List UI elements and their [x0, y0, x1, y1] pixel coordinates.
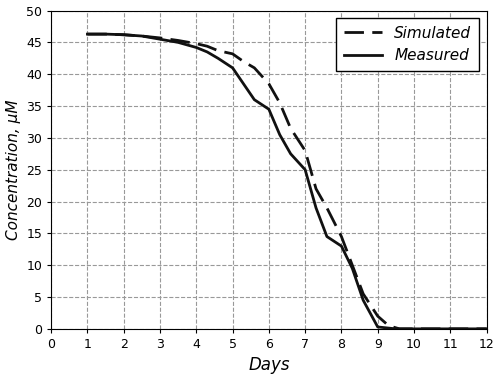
- Simulated: [411, 326, 417, 331]
- Simulated: [102, 32, 108, 36]
- Simulated: [396, 326, 402, 331]
- Measured: [393, 326, 399, 331]
- Simulated: [215, 48, 221, 53]
- Simulated: [139, 34, 145, 38]
- Line: Simulated: Simulated: [88, 34, 486, 329]
- Simulated: [204, 44, 210, 49]
- Simulated: [288, 126, 294, 131]
- Simulated: [84, 32, 90, 36]
- Measured: [338, 244, 344, 249]
- Simulated: [386, 323, 392, 328]
- Measured: [266, 107, 272, 111]
- Simulated: [194, 41, 200, 46]
- Measured: [411, 326, 417, 331]
- Measured: [120, 32, 126, 37]
- Measured: [230, 66, 235, 70]
- Measured: [448, 326, 454, 331]
- Measured: [157, 37, 163, 41]
- Simulated: [120, 32, 126, 37]
- Simulated: [360, 291, 366, 296]
- Measured: [204, 50, 210, 54]
- Measured: [374, 325, 380, 329]
- Simulated: [302, 148, 308, 153]
- Measured: [276, 132, 282, 137]
- Simulated: [266, 81, 272, 86]
- Y-axis label: Concentration, μM: Concentration, μM: [6, 100, 20, 240]
- Measured: [102, 32, 108, 36]
- Simulated: [374, 314, 380, 318]
- Measured: [324, 234, 330, 239]
- Line: Measured: Measured: [88, 34, 486, 329]
- Simulated: [484, 326, 490, 331]
- Measured: [175, 40, 181, 45]
- Measured: [215, 56, 221, 60]
- Measured: [360, 298, 366, 302]
- Measured: [313, 206, 319, 210]
- Measured: [288, 152, 294, 156]
- Simulated: [324, 206, 330, 210]
- Simulated: [252, 66, 258, 70]
- Measured: [484, 326, 490, 331]
- Simulated: [230, 52, 235, 56]
- Measured: [240, 81, 246, 86]
- Measured: [350, 266, 356, 271]
- Simulated: [157, 36, 163, 40]
- Simulated: [313, 187, 319, 191]
- Simulated: [338, 234, 344, 239]
- X-axis label: Days: Days: [248, 356, 290, 374]
- Simulated: [276, 101, 282, 105]
- Measured: [194, 45, 200, 50]
- Measured: [139, 34, 145, 38]
- Simulated: [240, 59, 246, 64]
- Simulated: [350, 263, 356, 268]
- Legend: Simulated, Measured: Simulated, Measured: [336, 18, 479, 71]
- Simulated: [175, 38, 181, 43]
- Measured: [252, 97, 258, 102]
- Simulated: [448, 326, 454, 331]
- Measured: [302, 168, 308, 172]
- Measured: [84, 32, 90, 36]
